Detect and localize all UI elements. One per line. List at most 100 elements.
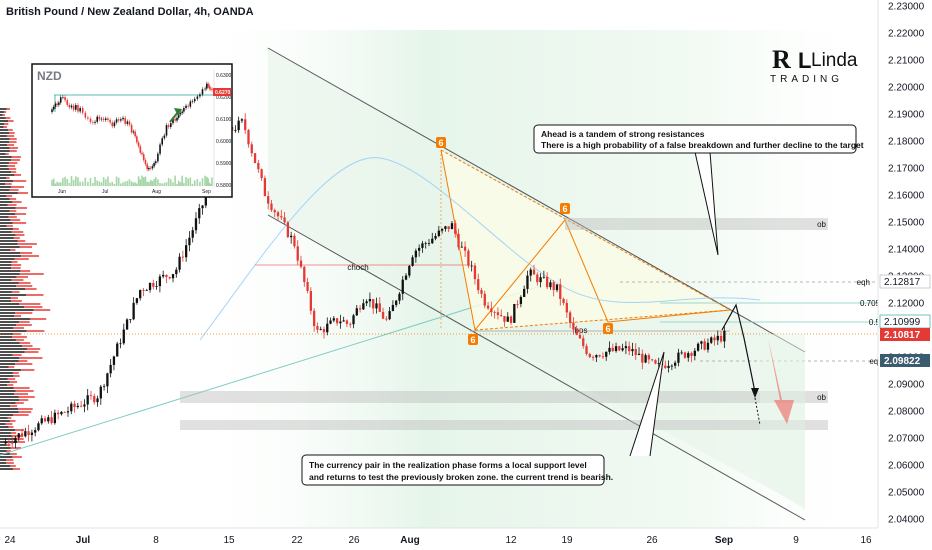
volume-profile-bar [14,393,29,395]
candle [549,282,552,288]
eql-price: 2.09822 [884,356,921,367]
candle [614,346,618,352]
volume-profile-bar [0,267,12,269]
volume-profile-bar [14,258,29,260]
inset-candle [132,131,135,133]
projection-arrowhead [751,388,759,398]
candle [552,282,555,291]
price-tick-label: 2.22000 [888,29,925,40]
volume-profile-bar [12,201,22,203]
volume-profile-bar [0,450,7,452]
volume-profile-bar [0,168,9,170]
inset-candle [149,167,152,169]
inset-candle [142,154,145,161]
volume-profile-bar [0,465,11,467]
candle [486,305,490,309]
volume-profile-bar [9,189,19,191]
volume-profile-bar [0,150,10,152]
candle [578,334,582,339]
inset-volume-bar [139,179,142,186]
logo-top-text: Linda [811,50,858,71]
candle [60,411,63,415]
candle [621,348,624,351]
volume-profile-bar [0,453,10,455]
volume-profile-bar [27,348,41,350]
volume-profile-bar [0,240,18,242]
inset-volume-bar [167,178,170,186]
volume-profile-bar [0,171,12,173]
volume-profile-bar [0,273,20,275]
inset-candle [134,131,136,137]
candle [148,282,152,290]
volume-profile-bar [12,354,22,356]
inset-candle [196,96,199,99]
inset-volume-bar [183,183,185,186]
volume-profile-bar [9,138,17,140]
inset-volume-bar [98,181,101,186]
volume-profile-bar [15,363,33,365]
candle [102,386,106,388]
volume-profile-bar [0,123,5,125]
inset-candle [153,163,155,167]
inset-volume-bar [81,181,84,186]
resistance-annotation[interactable]: Ahead is a tandem of strong resistances … [533,124,864,256]
ob-lower-zone [180,391,828,403]
inset-volume-bar [54,183,57,186]
price-tick-label: 2.23000 [888,2,925,13]
price-tick-label: 2.15000 [888,218,925,229]
candle [191,230,194,238]
candle [263,178,267,197]
candle [670,365,673,367]
volume-profile-bar [30,318,47,320]
volume-profile-bar [0,144,7,146]
candle [598,355,601,357]
inset-volume-bar [87,181,89,186]
inset-candle [89,118,92,123]
volume-profile-bar [6,225,13,227]
inset-candle [62,97,64,98]
projection-area [760,334,805,510]
candle [83,404,86,407]
candle [106,373,109,387]
candle [477,279,480,291]
candle [135,298,139,303]
inset-volume-bar [128,179,131,186]
candle [43,418,47,422]
volume-profile-bar [0,300,12,302]
inset-candle [79,108,81,112]
candle [473,265,477,280]
annotation-text-2: There is a high probability of a false b… [541,140,864,150]
support-annotation[interactable]: The currency pair in the realization pha… [301,351,665,486]
volume-profile-bar [8,168,17,170]
volume-profile-bar [0,246,20,248]
volume-profile-bar [20,255,40,257]
inset-volume-bar [207,178,209,186]
time-tick-label: 26 [646,535,658,546]
time-axis[interactable] [0,528,878,550]
volume-profile-bar [14,315,22,317]
inset-candle [139,146,142,153]
candle [723,330,726,342]
volume-profile-bar [0,381,10,383]
inset-volume-bar [185,177,187,186]
inset-candle [136,136,138,143]
volume-profile-bar [0,375,14,377]
volume-profile-bar [0,462,7,464]
price-tick-label: 2.08000 [888,407,925,418]
candle [703,341,706,350]
inset-candle [157,153,159,162]
volume-profile-bar [0,414,14,416]
volume-profile-bar [6,135,15,137]
candle [70,403,73,412]
inset-chart[interactable]: NZD 0.6300 0.6200 0.6100 0.6000 0.5900 0… [31,63,233,198]
candle [637,353,641,356]
volume-profile-bar [19,321,30,323]
volume-profile-bar [0,243,18,245]
inset-candle [115,119,118,123]
volume-profile-bar [7,384,14,386]
volume-profile-bar [0,132,10,134]
candle [162,274,165,277]
inset-volume-bar [153,178,155,186]
candle [687,353,690,358]
inset-volume-bar [111,181,114,186]
